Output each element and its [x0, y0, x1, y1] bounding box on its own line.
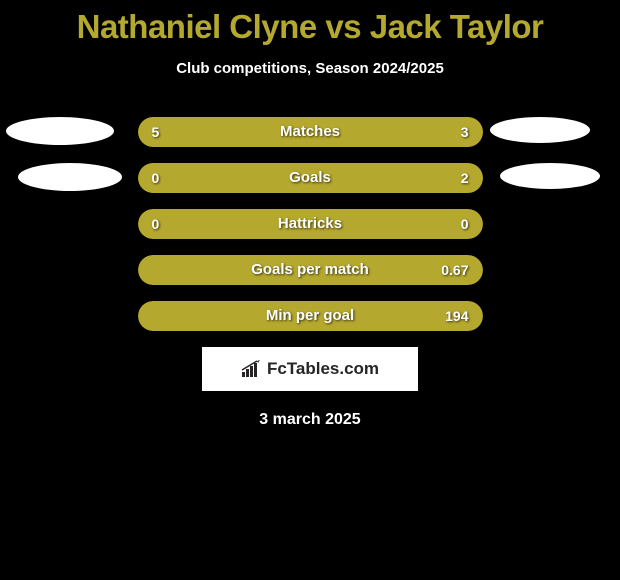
value-right: 194: [445, 301, 468, 331]
value-right: 2: [461, 163, 469, 193]
decorative-ellipse: [490, 117, 590, 143]
date-text: 3 march 2025: [0, 411, 620, 429]
value-right: 0: [461, 209, 469, 239]
chart-area: 5Matches30Goals20Hattricks0Goals per mat…: [0, 117, 620, 331]
row-label: Matches: [138, 117, 483, 147]
value-right: 0.67: [441, 255, 468, 285]
subtitle: Club competitions, Season 2024/2025: [0, 60, 620, 77]
logo: FcTables.com: [241, 359, 379, 379]
row-label: Goals: [138, 163, 483, 193]
stat-row: Goals per match0.67: [138, 255, 483, 285]
row-label: Goals per match: [138, 255, 483, 285]
decorative-ellipse: [18, 163, 122, 191]
page-title: Nathaniel Clyne vs Jack Taylor: [0, 0, 620, 46]
value-right: 3: [461, 117, 469, 147]
row-label: Min per goal: [138, 301, 483, 331]
row-label: Hattricks: [138, 209, 483, 239]
chart-icon: [241, 360, 263, 378]
stat-row: 5Matches3: [138, 117, 483, 147]
decorative-ellipse: [500, 163, 600, 189]
decorative-ellipse: [6, 117, 114, 145]
stat-row: 0Goals2: [138, 163, 483, 193]
logo-box[interactable]: FcTables.com: [202, 347, 418, 391]
logo-text: FcTables.com: [267, 359, 379, 379]
stat-row: 0Hattricks0: [138, 209, 483, 239]
stat-row: Min per goal194: [138, 301, 483, 331]
comparison-card: Nathaniel Clyne vs Jack Taylor Club comp…: [0, 0, 620, 580]
